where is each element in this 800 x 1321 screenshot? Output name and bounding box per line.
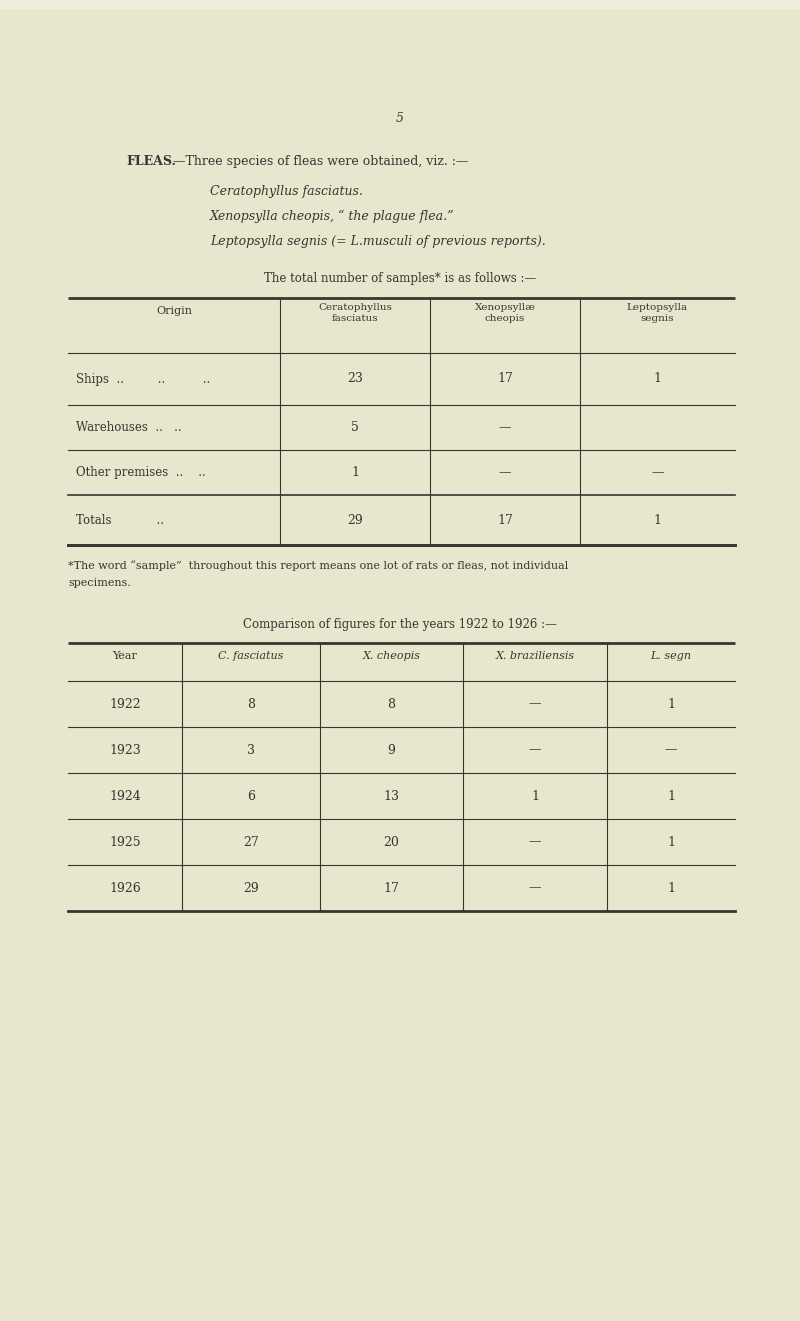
Text: The total number of samples* is as follows :—: The total number of samples* is as follo… — [264, 272, 536, 285]
Text: 27: 27 — [243, 835, 259, 848]
Text: *The word “sample”  throughout this report means one lot of rats or fleas, not i: *The word “sample” throughout this repor… — [68, 560, 568, 571]
Text: Xenopsyllæ
cheopis: Xenopsyllæ cheopis — [474, 303, 535, 324]
Text: Ceratophyllus fasciatus.: Ceratophyllus fasciatus. — [210, 185, 363, 198]
Text: 1923: 1923 — [109, 744, 141, 757]
Text: 13: 13 — [383, 790, 399, 802]
Text: —: — — [529, 881, 542, 894]
Text: specimens.: specimens. — [68, 579, 131, 588]
Text: C. fasciatus: C. fasciatus — [218, 651, 284, 660]
Text: 1926: 1926 — [109, 881, 141, 894]
Text: —: — — [651, 466, 664, 480]
Text: Xenopsylla cheopis, “ the plague flea.”: Xenopsylla cheopis, “ the plague flea.” — [210, 210, 454, 223]
Text: 17: 17 — [497, 514, 513, 527]
Text: X. cheopis: X. cheopis — [362, 651, 421, 660]
Text: —Three species of fleas were obtained, viz. :—: —Three species of fleas were obtained, v… — [173, 155, 468, 168]
Text: 1: 1 — [531, 790, 539, 802]
Text: 1: 1 — [667, 881, 675, 894]
Text: Ships  ..         ..          ..: Ships .. .. .. — [76, 373, 210, 386]
Text: 20: 20 — [383, 835, 399, 848]
Text: 29: 29 — [243, 881, 259, 894]
Text: 17: 17 — [383, 881, 399, 894]
Text: —: — — [498, 421, 511, 435]
Text: 17: 17 — [497, 373, 513, 386]
Text: 1: 1 — [654, 373, 662, 386]
Text: 3: 3 — [247, 744, 255, 757]
Text: Leptopsylla segnis (= L.musculi of previous reports).: Leptopsylla segnis (= L.musculi of previ… — [210, 235, 546, 248]
Text: 1: 1 — [667, 790, 675, 802]
Text: Warehouses  ..   ..: Warehouses .. .. — [76, 421, 182, 435]
Text: —: — — [529, 835, 542, 848]
Text: 1922: 1922 — [109, 697, 141, 711]
Text: Other premises  ..    ..: Other premises .. .. — [76, 466, 206, 480]
Text: 23: 23 — [347, 373, 363, 386]
Text: 1: 1 — [654, 514, 662, 527]
Text: 1924: 1924 — [109, 790, 141, 802]
Text: 5: 5 — [351, 421, 359, 435]
Text: —: — — [498, 466, 511, 480]
Text: 6: 6 — [247, 790, 255, 802]
Text: 1: 1 — [667, 835, 675, 848]
Text: —: — — [529, 697, 542, 711]
Text: L. segn: L. segn — [650, 651, 691, 660]
Text: —: — — [529, 744, 542, 757]
Text: 1: 1 — [667, 697, 675, 711]
Text: Year: Year — [113, 651, 138, 660]
Text: Origin: Origin — [156, 306, 192, 316]
Text: Ceratophyllus
fasciatus: Ceratophyllus fasciatus — [318, 303, 392, 324]
Text: X. braziliensis: X. braziliensis — [495, 651, 574, 660]
Text: —: — — [665, 744, 678, 757]
Text: Comparison of figures for the years 1922 to 1926 :—: Comparison of figures for the years 1922… — [243, 618, 557, 631]
Text: 5: 5 — [396, 111, 404, 124]
Text: 8: 8 — [247, 697, 255, 711]
Text: 29: 29 — [347, 514, 363, 527]
Text: FLEAS.: FLEAS. — [126, 155, 176, 168]
Text: Leptopsylla
segnis: Leptopsylla segnis — [627, 303, 688, 324]
Bar — [0, 0, 800, 8]
Text: 9: 9 — [387, 744, 395, 757]
Text: Totals            ..: Totals .. — [76, 514, 164, 527]
Text: 8: 8 — [387, 697, 395, 711]
Text: 1925: 1925 — [109, 835, 141, 848]
Text: 1: 1 — [351, 466, 359, 480]
